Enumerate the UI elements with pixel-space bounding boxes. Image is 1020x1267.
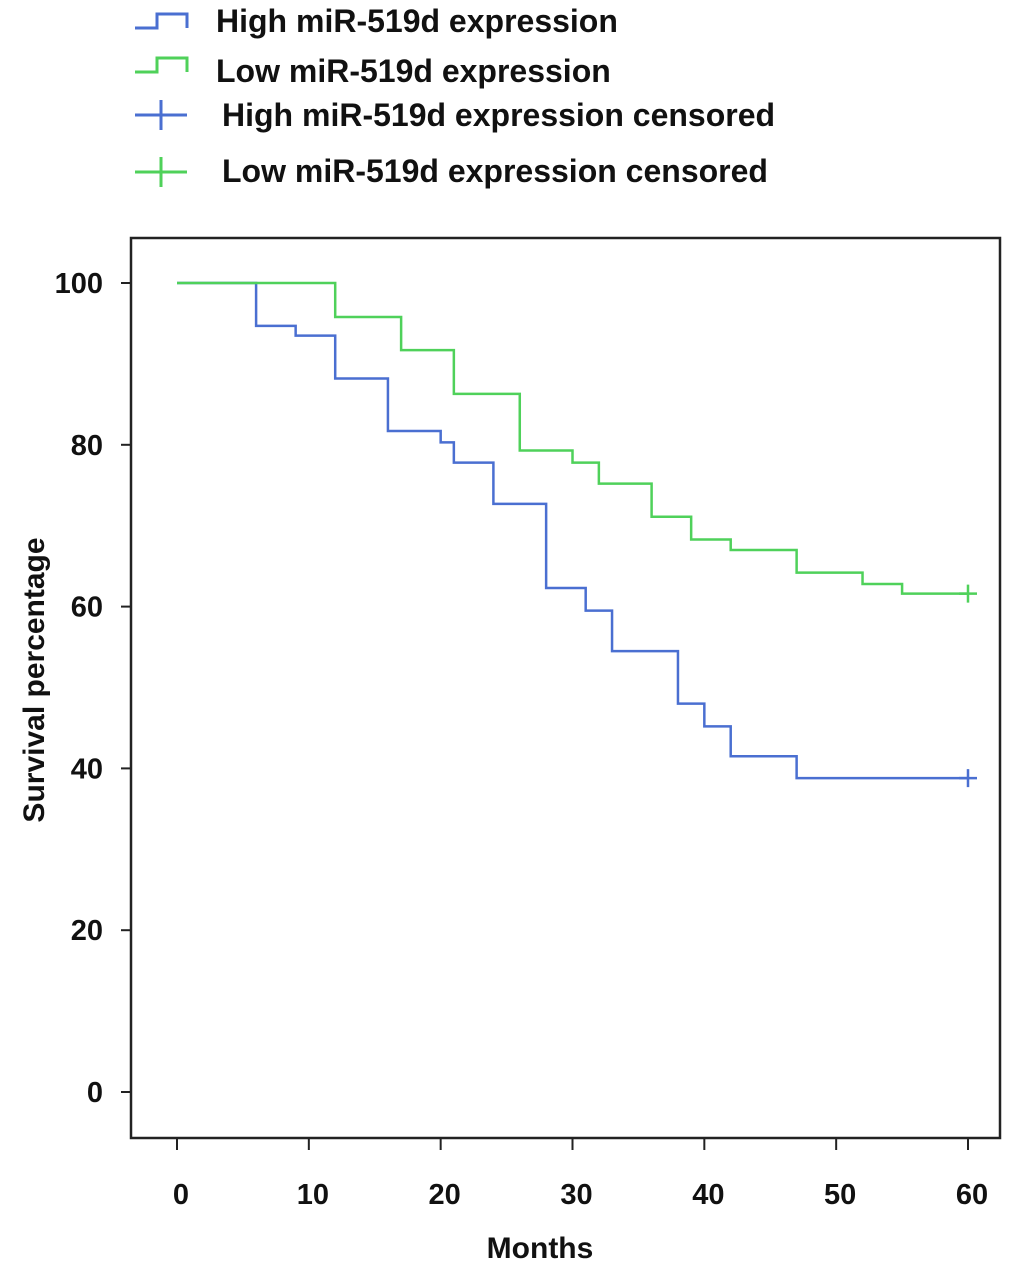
x-tick-label: 0 xyxy=(173,1179,189,1211)
y-tick-label: 0 xyxy=(87,1077,103,1109)
series-layer xyxy=(177,281,977,788)
x-axis: 0 10 20 30 40 50 60 xyxy=(173,1138,988,1211)
y-axis-title: Survival percentage xyxy=(18,537,51,822)
y-tick-label: 80 xyxy=(71,430,103,462)
y-tick-label: 20 xyxy=(71,915,103,947)
legend-low-censored-label: Low miR-519d expression censored xyxy=(222,153,768,189)
legend-high-censored-label: High miR-519d expression censored xyxy=(222,97,775,133)
legend-high-label: High miR-519d expression xyxy=(216,3,618,39)
x-tick-label: 10 xyxy=(297,1179,329,1211)
legend: High miR-519d expression Low miR-519d ex… xyxy=(135,3,775,189)
y-axis: 0 20 40 60 80 100 xyxy=(55,268,131,1109)
legend-high-step-icon xyxy=(135,12,189,30)
series-high-censor-mark xyxy=(959,769,977,788)
x-tick-label: 40 xyxy=(692,1179,724,1211)
legend-low-step-icon xyxy=(135,56,189,74)
y-tick-label: 100 xyxy=(55,268,103,300)
x-tick-label: 30 xyxy=(560,1179,592,1211)
series-low-censor-mark xyxy=(959,584,977,603)
series-low-step-line xyxy=(177,281,968,595)
y-tick-label: 60 xyxy=(71,592,103,624)
legend-low-censored-plus-icon xyxy=(135,157,187,187)
x-tick-label: 60 xyxy=(956,1179,988,1211)
series-high-step-line xyxy=(177,281,968,780)
plot-frame xyxy=(129,236,1002,1140)
x-tick-label: 20 xyxy=(429,1179,461,1211)
y-tick-label: 40 xyxy=(71,753,103,785)
x-axis-title: Months xyxy=(487,1232,594,1265)
legend-low-label: Low miR-519d expression xyxy=(216,53,611,89)
legend-high-censored-plus-icon xyxy=(135,100,187,130)
x-tick-label: 50 xyxy=(824,1179,856,1211)
